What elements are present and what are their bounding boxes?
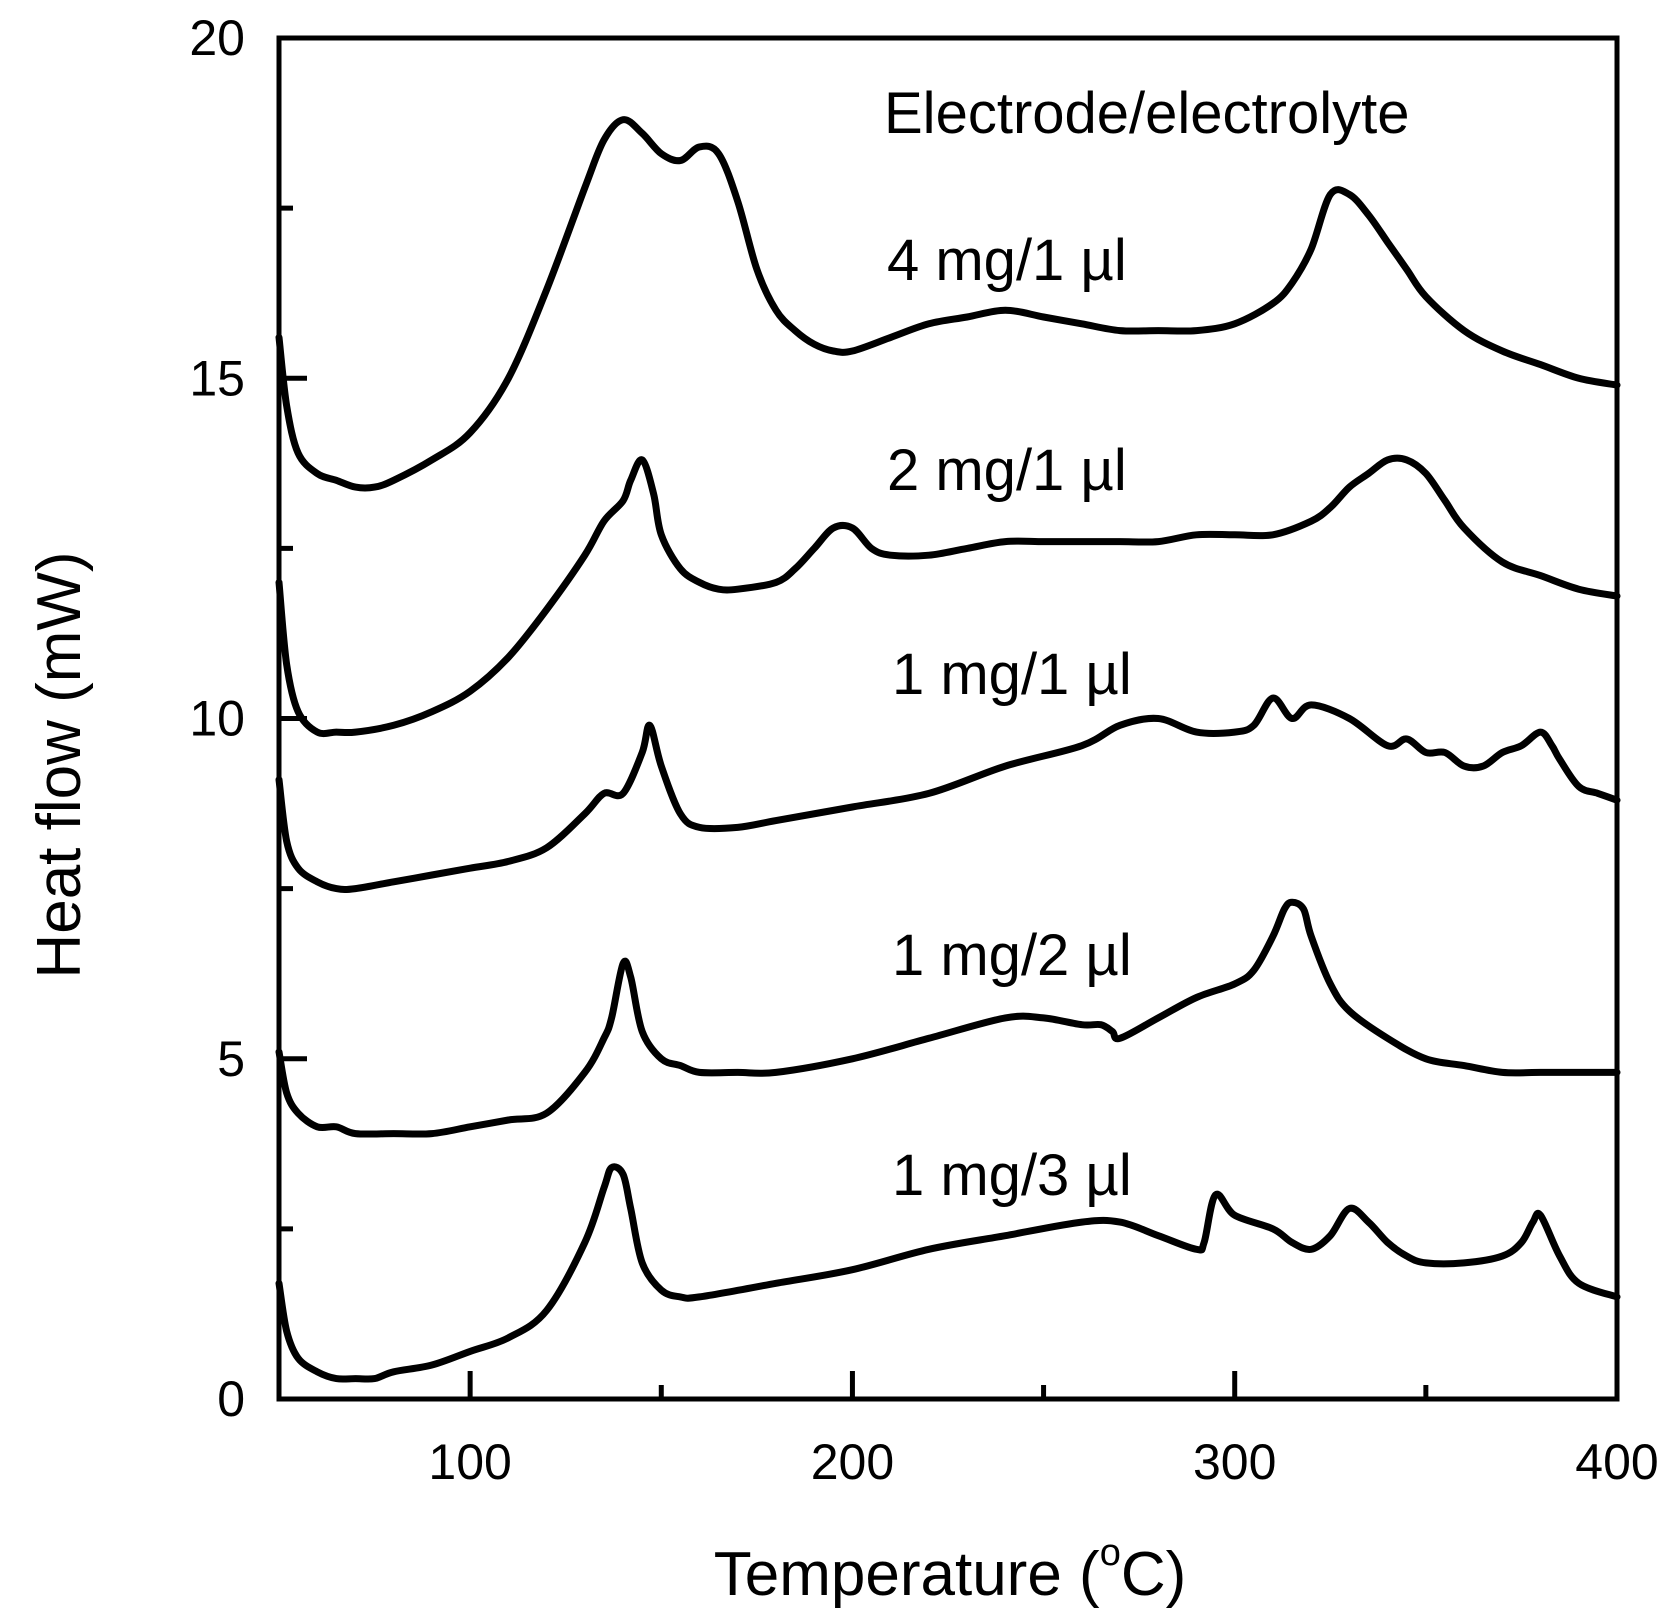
x-tick-label-300: 300 <box>1193 1434 1276 1490</box>
x-tick-label-200: 200 <box>811 1434 894 1490</box>
y-tick-label-0: 0 <box>217 1371 245 1427</box>
series-label-2: 2 mg/1 µl <box>887 438 1127 503</box>
x-axis-title-unit: C) <box>1121 1540 1186 1609</box>
x-axis-title: Temperature (oC) <box>714 1532 1187 1609</box>
series-label-4: 1 mg/2 µl <box>892 923 1132 988</box>
y-axis-title: Heat flow (mW) <box>25 551 94 978</box>
series-line-3 <box>275 694 1621 893</box>
x-tick-label-100: 100 <box>428 1434 511 1490</box>
y-tick-label-5: 5 <box>217 1031 245 1087</box>
series-line-1 <box>275 116 1621 492</box>
y-tick-label-20: 20 <box>189 10 245 66</box>
series-line-2 <box>275 454 1621 738</box>
series-label-5: 1 mg/3 µl <box>892 1143 1132 1208</box>
series-line-4 <box>275 898 1621 1138</box>
series-lines <box>275 116 1621 1383</box>
y-tick-label-10: 10 <box>189 691 245 747</box>
x-tick-label-400: 400 <box>1575 1434 1658 1490</box>
axis-tick-labels: 100 200 300 400 0 5 10 15 20 <box>189 10 1658 1490</box>
legend-title: Electrode/electrolyte <box>884 81 1409 146</box>
series-labels: 4 mg/1 µl 2 mg/1 µl 1 mg/1 µl 1 mg/2 µl 1 mg… <box>887 228 1132 1208</box>
axis-ticks <box>279 205 1429 1399</box>
x-axis-title-main: Temperature ( <box>714 1540 1100 1609</box>
x-axis-title-degree: o <box>1100 1532 1121 1574</box>
y-tick-label-15: 15 <box>189 350 245 406</box>
series-label-1: 4 mg/1 µl <box>887 228 1127 293</box>
series-label-3: 1 mg/1 µl <box>892 642 1132 707</box>
series-line-5 <box>275 1163 1621 1383</box>
